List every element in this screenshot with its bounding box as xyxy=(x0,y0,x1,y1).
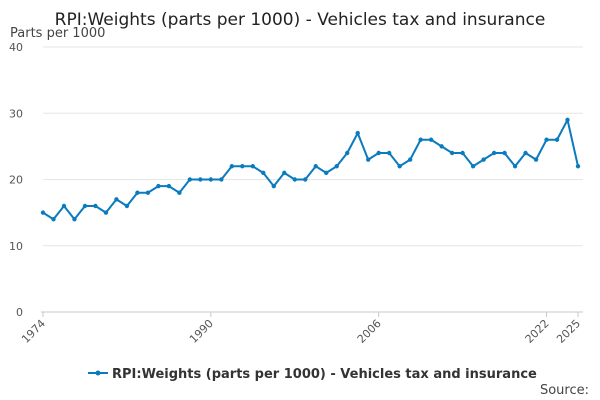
data-point xyxy=(187,177,193,182)
data-point xyxy=(282,170,287,176)
data-point xyxy=(512,164,518,169)
data-point xyxy=(261,170,266,176)
x-tick-label: 1974 xyxy=(19,317,48,346)
data-point xyxy=(575,164,581,169)
data-point xyxy=(355,130,360,136)
data-point xyxy=(93,203,98,209)
data-point xyxy=(61,203,67,209)
data-point xyxy=(523,150,528,156)
data-point xyxy=(124,203,130,209)
axes: 0 10 20 30 40 1974 1990 2006 2022 2025 xyxy=(9,41,583,346)
x-tick-label: 1990 xyxy=(187,317,216,346)
data-point xyxy=(491,150,497,156)
data-point xyxy=(386,150,392,156)
data-point xyxy=(145,190,151,195)
y-tick-label: 40 xyxy=(9,41,23,54)
data-series xyxy=(40,117,581,222)
data-point xyxy=(177,190,182,195)
data-point xyxy=(198,177,203,182)
data-point xyxy=(470,164,476,169)
data-point xyxy=(365,157,371,162)
series-line xyxy=(42,118,579,221)
data-point xyxy=(114,197,119,202)
data-point xyxy=(72,217,77,222)
data-point xyxy=(439,144,444,149)
data-point xyxy=(229,164,235,169)
data-point xyxy=(407,157,413,162)
y-tick-label: 20 xyxy=(9,174,23,187)
data-point xyxy=(292,177,297,182)
x-tick-label: 2006 xyxy=(355,317,384,346)
data-point xyxy=(345,150,350,156)
data-point xyxy=(82,203,88,209)
source-label: Source: xyxy=(540,383,589,398)
chart-title: RPI:Weights (parts per 1000) - Vehicles … xyxy=(55,10,546,30)
data-point xyxy=(428,137,434,142)
data-point xyxy=(250,164,256,169)
data-point xyxy=(51,217,56,222)
data-point xyxy=(502,150,507,156)
data-point xyxy=(219,177,224,182)
data-point xyxy=(397,164,402,169)
data-point xyxy=(544,137,549,142)
data-point xyxy=(565,117,570,123)
legend-swatch-marker xyxy=(95,370,101,376)
data-point xyxy=(271,183,276,189)
data-point xyxy=(481,157,486,162)
data-point xyxy=(103,210,109,215)
data-point xyxy=(376,150,381,156)
data-point xyxy=(166,183,172,189)
data-point xyxy=(334,164,339,169)
data-point xyxy=(135,190,140,195)
legend-label: RPI:Weights (parts per 1000) - Vehicles … xyxy=(112,367,537,382)
data-point xyxy=(533,157,539,162)
x-tick-label: 2022 xyxy=(523,317,552,346)
y-tick-label: 10 xyxy=(9,240,23,253)
legend: RPI:Weights (parts per 1000) - Vehicles … xyxy=(88,367,537,382)
data-point xyxy=(303,177,308,182)
data-point xyxy=(418,137,423,142)
data-point xyxy=(313,164,318,169)
data-point xyxy=(449,150,455,156)
data-point xyxy=(40,210,46,215)
y-tick-label: 0 xyxy=(16,306,23,319)
data-point xyxy=(240,164,245,169)
gridlines xyxy=(43,46,583,247)
x-tick-label: 2025 xyxy=(554,317,583,346)
y-tick-label: 30 xyxy=(9,107,23,120)
data-point xyxy=(208,177,214,182)
data-point xyxy=(156,183,161,189)
data-point xyxy=(554,137,560,142)
data-point xyxy=(460,150,465,156)
y-axis-label: Parts per 1000 xyxy=(10,26,105,41)
data-point xyxy=(324,170,329,176)
